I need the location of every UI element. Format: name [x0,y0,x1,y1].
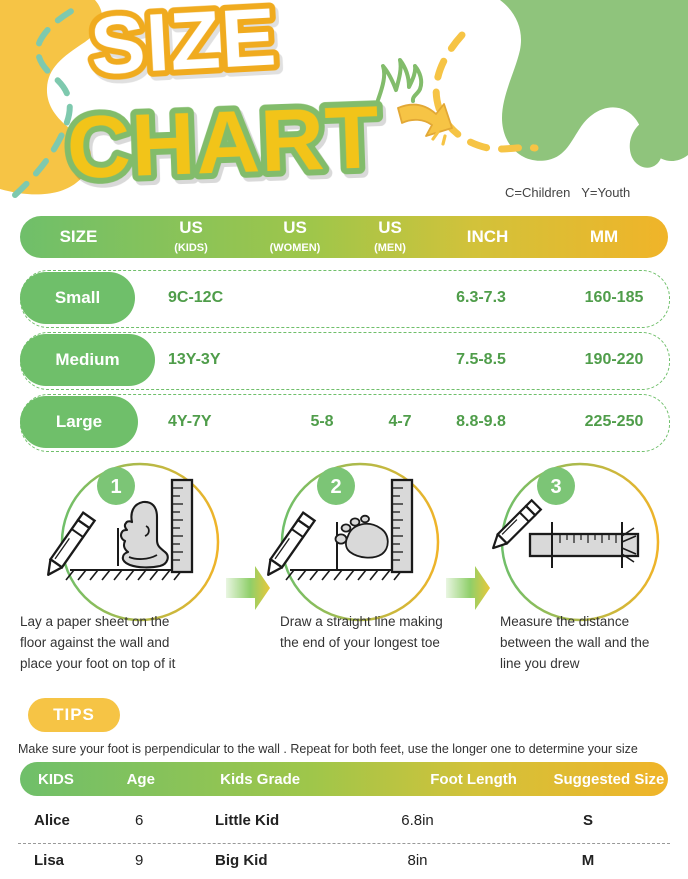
svg-text:1: 1 [110,476,121,498]
svg-text:2: 2 [330,476,341,498]
svg-text:3: 3 [550,476,561,498]
